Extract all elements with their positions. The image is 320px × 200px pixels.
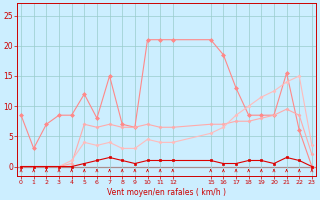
X-axis label: Vent moyen/en rafales ( km/h ): Vent moyen/en rafales ( km/h ) bbox=[107, 188, 226, 197]
